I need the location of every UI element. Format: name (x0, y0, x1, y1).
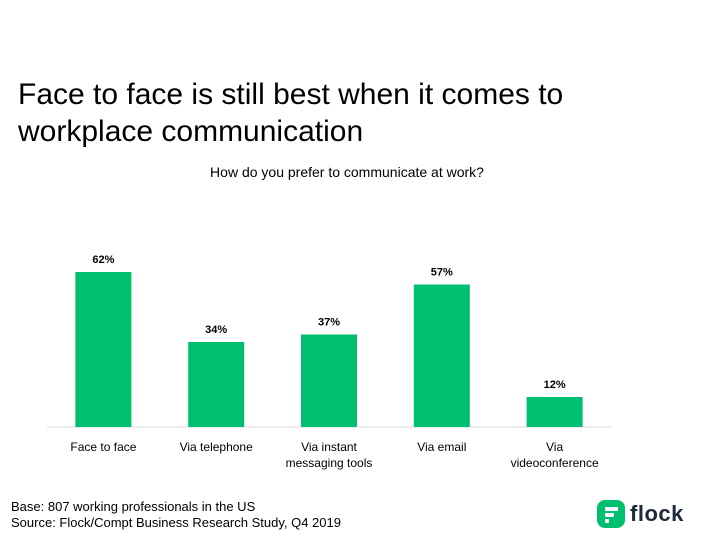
data-label: 37% (318, 317, 340, 329)
bar (413, 284, 470, 427)
bar (301, 334, 357, 427)
base-note: Base: 807 working professionals in the U… (11, 499, 256, 514)
category-label: Via instant (301, 440, 357, 454)
category-label: Via telephone (180, 440, 254, 454)
logo-wordmark: flock (630, 501, 684, 526)
flock-logo-icon (597, 500, 625, 528)
source-note: Source: Flock/Compt Business Research St… (11, 515, 341, 530)
bar (526, 397, 583, 427)
category-label: videoconference (511, 456, 599, 470)
category-label: Face to face (70, 440, 136, 454)
chart-title: How do you prefer to communicate at work… (210, 164, 484, 180)
bar (75, 272, 132, 427)
headline: Face to face is still best when it comes… (18, 78, 564, 148)
footer: Base: 807 working professionals in the U… (11, 499, 341, 531)
flock-logo: flock (597, 499, 684, 529)
data-label: 57% (431, 267, 453, 279)
category-label: messaging tools (286, 456, 373, 470)
data-label: 34% (205, 324, 227, 336)
bar (188, 342, 245, 427)
category-label: Via (546, 440, 563, 454)
data-label: 62% (92, 254, 114, 266)
data-label: 12% (544, 379, 566, 391)
category-label: Via email (417, 440, 466, 454)
